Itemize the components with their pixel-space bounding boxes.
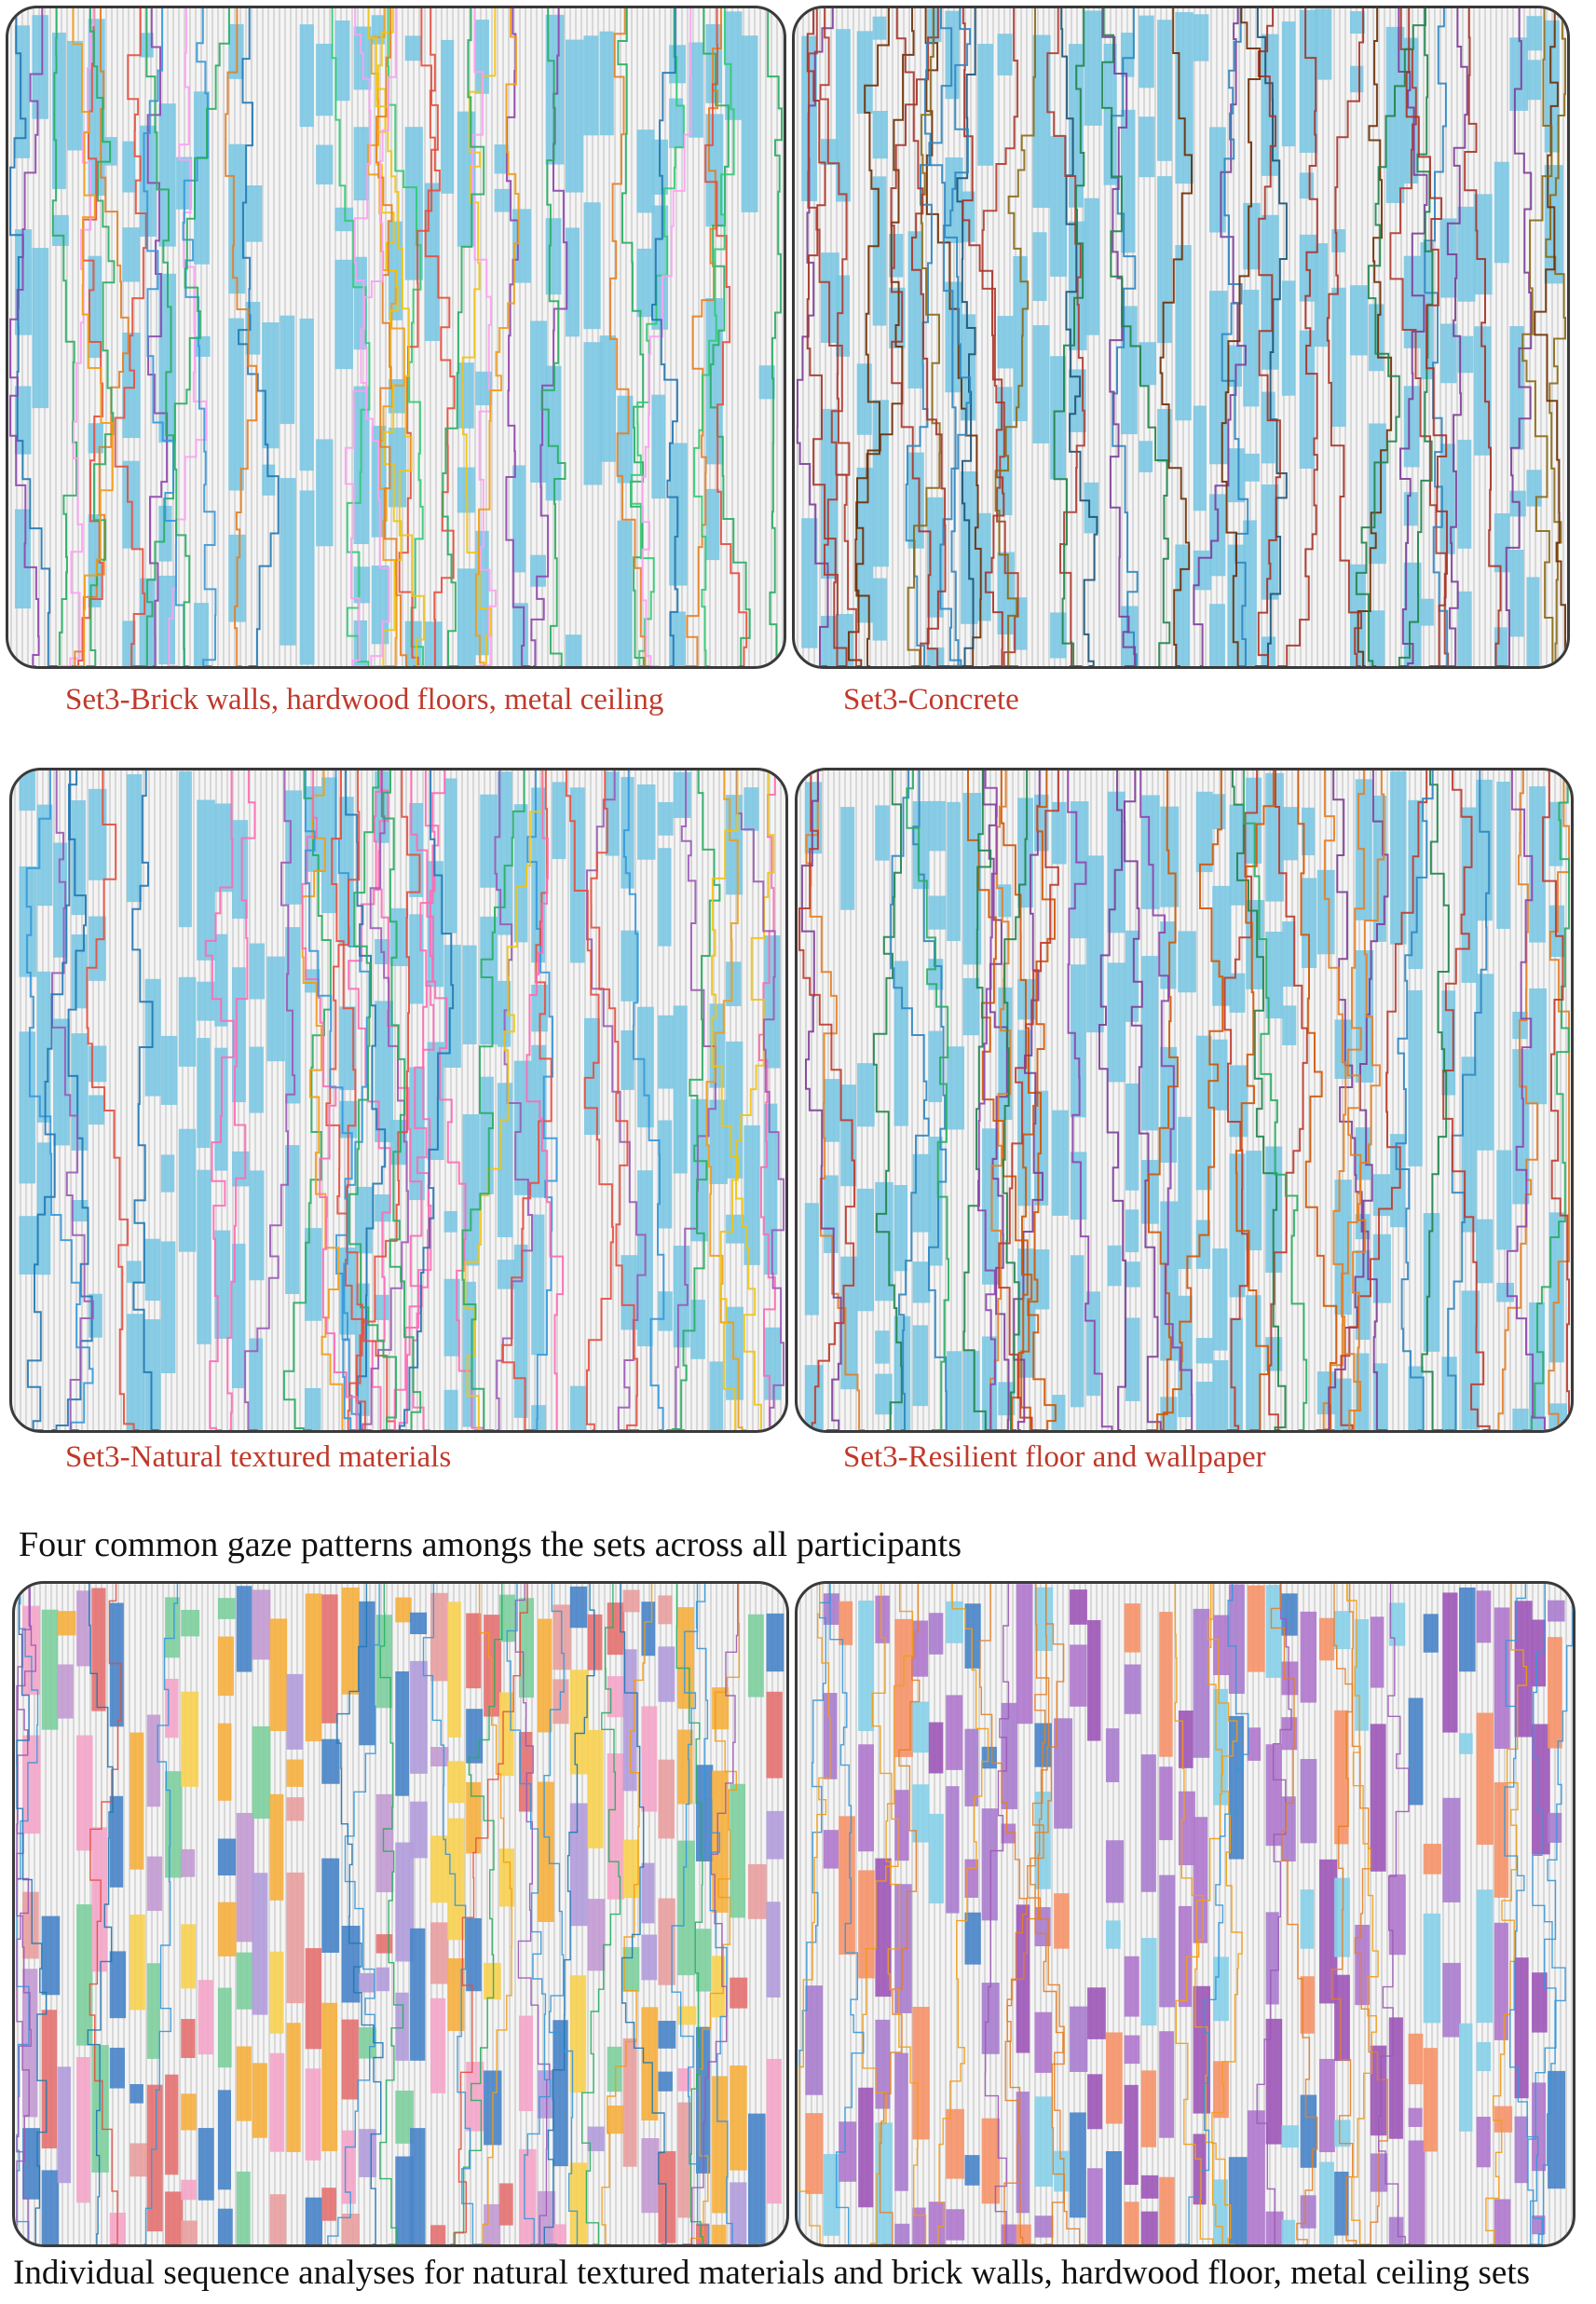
gaze-sequence-plot-individual-natural	[16, 1584, 784, 2244]
gaze-sequence-plot-natural	[14, 770, 784, 1430]
gaze-transition-paths	[9, 8, 783, 666]
gaze-panel-resilient	[795, 768, 1574, 1433]
section-title-individual: Individual sequence analyses for natural…	[13, 2254, 1531, 2292]
gaze-transition-paths	[25, 770, 784, 1430]
gaze-panel-brick	[6, 6, 786, 669]
fixation-blocks	[805, 1584, 1566, 2244]
fixation-blocks	[22, 1586, 784, 2244]
caption-concrete: Set3-Concrete	[843, 683, 1019, 716]
gaze-transition-paths	[798, 1584, 1573, 2244]
gaze-sequence-plot-individual-brick	[798, 1584, 1573, 2244]
caption-resilient: Set3-Resilient floor and wallpaper	[843, 1440, 1266, 1474]
gaze-transition-paths	[798, 770, 1570, 1430]
gaze-transition-paths	[796, 8, 1566, 666]
caption-natural: Set3-Natural textured materials	[65, 1440, 452, 1474]
gaze-sequence-plot-brick	[9, 8, 784, 666]
fixation-blocks	[14, 11, 775, 666]
gaze-panel-concrete	[792, 6, 1570, 669]
gaze-panel-natural	[9, 768, 788, 1433]
gaze-panel-individual-natural	[12, 1581, 789, 2247]
fixation-blocks	[801, 8, 1563, 666]
gaze-panel-individual-brick	[795, 1581, 1576, 2247]
section-title-patterns: Four common gaze patterns amongs the set…	[19, 1525, 962, 1564]
gaze-sequence-plot-concrete	[796, 8, 1566, 666]
gaze-transition-paths	[16, 1584, 742, 2244]
caption-brick: Set3-Brick walls, hardwood floors, metal…	[65, 683, 664, 716]
gaze-sequence-plot-resilient	[798, 770, 1570, 1430]
